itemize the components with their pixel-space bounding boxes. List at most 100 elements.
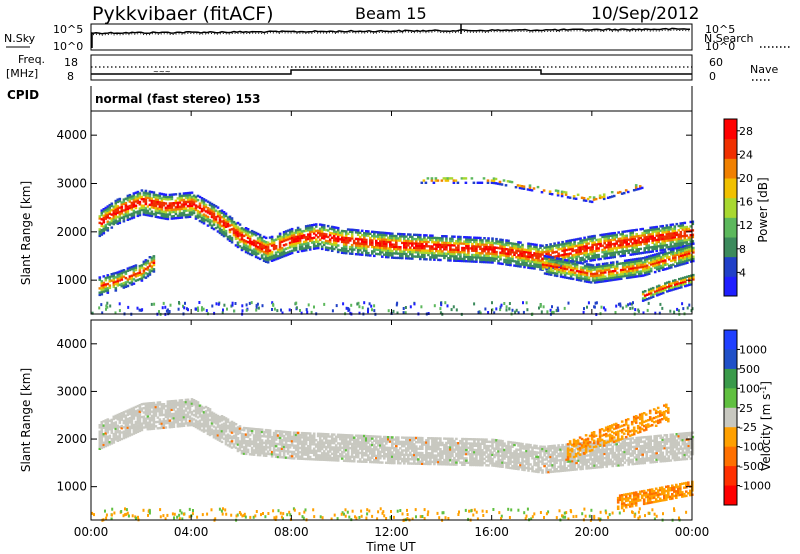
power-echo-cell bbox=[625, 272, 629, 275]
power-echo-cell bbox=[451, 237, 454, 240]
power-echo-cell bbox=[381, 251, 384, 254]
power-echo-cell bbox=[140, 277, 144, 280]
velocity-echo-cell bbox=[234, 446, 238, 449]
power-echo-cell bbox=[274, 255, 278, 259]
power-echo-cell bbox=[467, 244, 470, 248]
power-echo-cell bbox=[623, 272, 627, 275]
velocity-echo-cell bbox=[136, 404, 140, 408]
velocity-echo-cell bbox=[144, 421, 148, 425]
velocity-echo-cell bbox=[232, 430, 236, 433]
power-clutter-cell bbox=[162, 301, 165, 305]
velocity-echo-cell bbox=[194, 400, 198, 403]
power-echo-cell bbox=[564, 191, 568, 194]
power-echo-cell bbox=[234, 222, 238, 225]
power-echo-cell bbox=[664, 284, 667, 287]
power-echo-cell bbox=[551, 271, 555, 275]
velocity-echo-cell bbox=[118, 419, 122, 422]
velocity-echo-cell bbox=[210, 413, 214, 416]
power-echo-cell bbox=[560, 194, 564, 198]
power-echo-cell bbox=[661, 255, 665, 258]
power-echo-cell bbox=[581, 266, 585, 269]
power-echo-cell bbox=[114, 208, 118, 211]
power-echo-cell bbox=[152, 259, 156, 262]
velocity-echo-cell bbox=[136, 428, 140, 431]
power-echo-cell bbox=[447, 250, 450, 253]
power-echo-cell bbox=[236, 228, 240, 231]
power-echo-cell bbox=[224, 221, 228, 224]
power-echo-cell bbox=[262, 259, 266, 262]
power-echo-cell bbox=[613, 267, 617, 270]
power-echo-cell bbox=[589, 235, 592, 238]
power-clutter-cell bbox=[511, 308, 514, 312]
power-echo-cell bbox=[381, 246, 384, 250]
power-echo-cell bbox=[647, 268, 651, 271]
power-echo-cell bbox=[617, 244, 620, 247]
velocity-echo-cell bbox=[166, 402, 170, 405]
power-echo-cell bbox=[655, 249, 658, 253]
velocity-echo-cell bbox=[138, 429, 142, 433]
power-echo-cell bbox=[411, 242, 414, 245]
velocity-echo-cell bbox=[230, 440, 234, 443]
power-echo-cell bbox=[174, 212, 178, 215]
power-echo-cell bbox=[455, 257, 458, 260]
power-echo-cell bbox=[535, 245, 538, 249]
velocity-echo-cell bbox=[196, 409, 200, 413]
power-echo-cell bbox=[589, 263, 593, 267]
power-echo-cell bbox=[527, 251, 530, 254]
velocity-echo-cell bbox=[250, 451, 254, 454]
power-echo-cell bbox=[346, 250, 350, 253]
power-echo-cell bbox=[585, 251, 588, 254]
power-echo-cell bbox=[517, 245, 520, 248]
power-echo-cell bbox=[358, 253, 362, 256]
power-echo-cell bbox=[521, 261, 524, 264]
power-echo-cell bbox=[567, 252, 570, 256]
power-echo-cell bbox=[667, 248, 671, 251]
power-echo-cell bbox=[459, 259, 462, 263]
power-echo-cell bbox=[691, 240, 695, 243]
power-echo-cell bbox=[132, 282, 136, 285]
velocity-echo-cell bbox=[278, 453, 282, 457]
power-plot-area bbox=[91, 177, 695, 316]
power-echo-cell bbox=[262, 244, 266, 247]
power-echo-cell bbox=[178, 214, 182, 217]
power-echo-cell bbox=[486, 179, 490, 182]
power-echo-cell bbox=[340, 232, 344, 235]
velocity-echo-cell bbox=[108, 436, 112, 440]
velocity-echo-cell bbox=[294, 431, 298, 434]
power-echo-cell bbox=[597, 263, 601, 266]
power-echo-cell bbox=[156, 200, 160, 204]
power-echo-cell bbox=[617, 253, 620, 256]
power-echo-cell bbox=[505, 248, 508, 251]
power-echo-cell bbox=[665, 230, 669, 234]
power-echo-cell bbox=[485, 261, 488, 264]
velocity-echo-cell bbox=[156, 401, 160, 404]
velocity-echo-cell bbox=[168, 408, 172, 412]
power-echo-cell bbox=[672, 288, 675, 291]
power-echo-cell bbox=[102, 229, 106, 233]
velocity-echo-cell bbox=[258, 445, 262, 448]
power-echo-cell bbox=[653, 270, 657, 274]
power-echo-cell bbox=[423, 258, 426, 261]
power-echo-cell bbox=[280, 236, 284, 239]
power-echo-cell bbox=[595, 274, 599, 277]
power-echo-cell bbox=[672, 286, 675, 289]
power-echo-cell bbox=[424, 181, 428, 184]
power-echo-cell bbox=[150, 190, 154, 194]
power-echo-cell bbox=[381, 238, 384, 241]
velocity-echo-cell bbox=[184, 420, 188, 423]
power-echo-cell bbox=[417, 238, 420, 241]
power-echo-cell bbox=[138, 209, 142, 212]
velocity-echo-cell bbox=[198, 406, 202, 410]
power-echo-cell bbox=[647, 231, 650, 234]
power-clutter-cell bbox=[185, 307, 188, 311]
power-echo-cell bbox=[556, 192, 560, 195]
power-echo-cell bbox=[350, 235, 354, 238]
power-echo-cell bbox=[537, 259, 540, 262]
power-echo-cell bbox=[148, 212, 152, 215]
power-echo-cell bbox=[583, 275, 587, 279]
power-echo-cell bbox=[375, 248, 378, 251]
velocity-echo-cell bbox=[240, 428, 244, 431]
velocity-echo-cell bbox=[100, 444, 104, 447]
power-echo-cell bbox=[479, 252, 482, 255]
velocity-echo-cell bbox=[226, 420, 230, 423]
